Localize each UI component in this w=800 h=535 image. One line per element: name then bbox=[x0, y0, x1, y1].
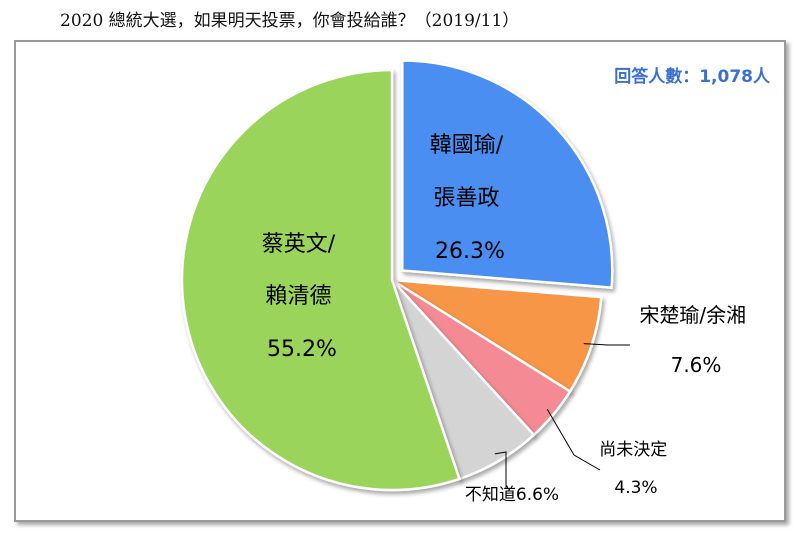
slice-label-tsai: 蔡英文/ 賴清德 55.2% bbox=[262, 232, 342, 362]
slice-label-han: 韓國瑜/ 張善政 26.3% bbox=[430, 133, 510, 264]
chart-title: 2020 總統大選，如果明天投票，你會投給誰？（2019/11） bbox=[60, 11, 520, 31]
respondent-count: 回答人數：1,078人 bbox=[614, 67, 770, 87]
slice-han bbox=[401, 59, 614, 289]
slice-label-undecided: 尚未決定 4.3% bbox=[599, 440, 672, 498]
slice-soong bbox=[391, 278, 603, 394]
slice-label-unknown: 不知道6.6% bbox=[465, 485, 559, 505]
slice-tsai bbox=[180, 68, 461, 492]
leader-line-unknown bbox=[494, 451, 507, 488]
leader-line-soong bbox=[583, 343, 630, 346]
slice-label-soong: 宋楚瑜/余湘 7.6% bbox=[639, 303, 752, 377]
leader-line-undecided bbox=[546, 408, 601, 471]
